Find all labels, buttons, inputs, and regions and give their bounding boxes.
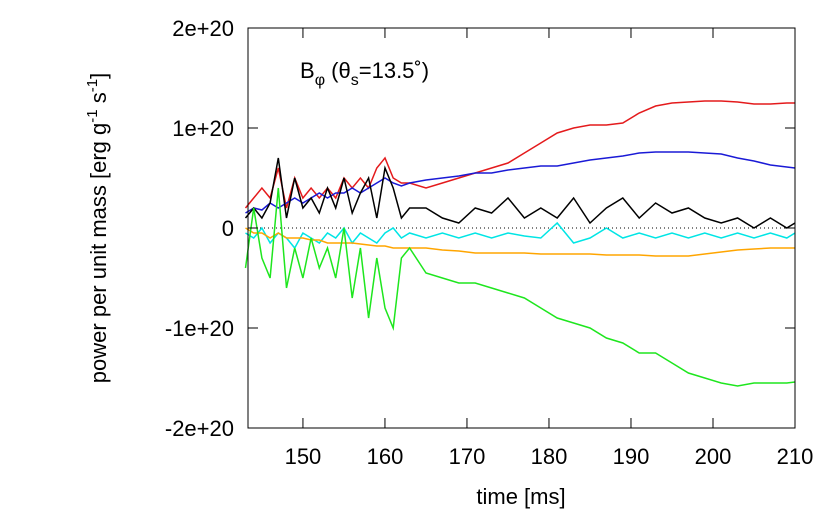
y-label-part: power per unit mass [erg g [86,123,111,383]
series-line [244,100,795,209]
series-line [245,227,795,257]
y-label-part: -1 [84,79,101,92]
x-tick-label: 170 [449,444,486,469]
y-label-part: ] [86,73,111,79]
y-tick-label: 2e+20 [172,16,234,41]
annotation-part: φ [315,72,325,89]
x-tick-label: 160 [367,444,404,469]
y-label-part: -1 [84,109,101,122]
series-line [244,157,796,229]
y-tick-label: -2e+20 [165,416,234,441]
y-label-part: s [86,92,111,109]
x-tick-label: 210 [777,444,814,469]
x-tick-label: 150 [285,444,322,469]
series-line [244,187,796,387]
y-tick-label: -1e+20 [165,316,234,341]
x-tick-label: 200 [695,444,732,469]
series-line [245,151,796,214]
x-axis-label: time [ms] [476,484,565,509]
y-tick-label: 1e+20 [172,116,234,141]
series-line [245,221,796,250]
annotation-part: s [351,72,359,89]
x-tick-label: 180 [531,444,568,469]
annotation: Bφ (θs=13.5˚) [300,58,429,89]
y-tick-label: 0 [222,216,234,241]
plot-frame [247,27,796,429]
annotation-part: B [300,58,315,83]
annotation-part: =13.5˚) [359,58,429,83]
x-tick-label: 190 [613,444,650,469]
annotation-part: (θ [325,58,351,83]
y-axis-label: power per unit mass [erg g-1 s-1] [84,73,111,383]
